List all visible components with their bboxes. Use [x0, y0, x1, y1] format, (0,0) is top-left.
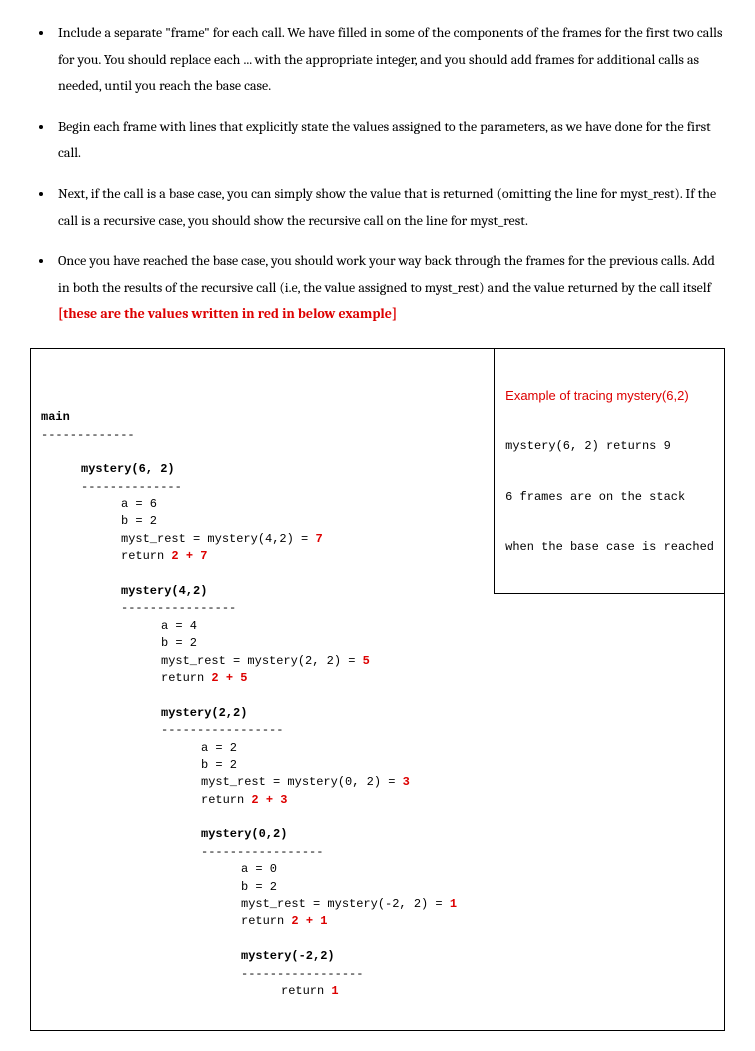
bullet-item: Begin each frame with lines that explici… [54, 114, 725, 167]
param-b: b = 2 [201, 758, 237, 772]
myst-rest-val: 7 [315, 532, 322, 546]
myst-rest-val: 1 [450, 897, 457, 911]
return-pre: return [161, 671, 211, 685]
instruction-list: Include a separate "frame" for each call… [30, 20, 725, 328]
param-a: a = 6 [121, 497, 157, 511]
frame-header: mystery(6, 2) [81, 462, 175, 476]
myst-rest-pre: myst_rest = mystery(-2, 2) = [241, 897, 450, 911]
frame-header: mystery(0,2) [201, 827, 287, 841]
dashes: ---------------- [121, 601, 236, 615]
frame-header: mystery(-2,2) [241, 949, 335, 963]
bullet-text: Begin each frame with lines that explici… [58, 118, 711, 162]
bullet-item: Next, if the call is a base case, you ca… [54, 181, 725, 234]
return-val: 2 + 1 [291, 914, 327, 928]
param-a: a = 0 [241, 862, 277, 876]
trace-code-block: Example of tracing mystery(6,2) mystery(… [30, 348, 725, 1031]
myst-rest-val: 3 [403, 775, 410, 789]
param-a: a = 2 [201, 741, 237, 755]
frame-body: a = 4 b = 2 myst_rest = mystery(2, 2) = … [161, 618, 714, 1001]
frame-header: mystery(2,2) [161, 706, 247, 720]
return-pre: return [201, 793, 251, 807]
bullet-emphasis: [these are the values written in red in … [58, 305, 397, 322]
param-b: b = 2 [121, 514, 157, 528]
myst-rest-pre: myst_rest = mystery(2, 2) = [161, 654, 363, 668]
example-line: when the base case is reached [505, 539, 714, 556]
frame-body: a = 2 b = 2 myst_rest = mystery(0, 2) = … [201, 740, 714, 1001]
return-pre: return [241, 914, 291, 928]
myst-rest-pre: myst_rest = mystery(4,2) = [121, 532, 315, 546]
dashes: ------------- [41, 428, 135, 442]
bullet-item: Include a separate "frame" for each call… [54, 20, 725, 100]
bullet-text: Include a separate "frame" for each call… [58, 24, 722, 94]
return-val: 2 + 7 [171, 549, 207, 563]
bullet-item: Once you have reached the base case, you… [54, 248, 725, 328]
return-val: 2 + 3 [251, 793, 287, 807]
dashes: ----------------- [241, 967, 363, 981]
param-b: b = 2 [241, 880, 277, 894]
bullet-text: Next, if the call is a base case, you ca… [58, 185, 716, 229]
param-a: a = 4 [161, 619, 197, 633]
frame-header: mystery(4,2) [121, 584, 207, 598]
return-pre: return [281, 984, 331, 998]
myst-rest-val: 5 [363, 654, 370, 668]
return-val: 1 [331, 984, 338, 998]
example-title: Example of tracing mystery(6,2) [505, 387, 714, 405]
dashes: -------------- [81, 480, 182, 494]
frame-body: a = 0 b = 2 myst_rest = mystery(-2, 2) =… [241, 861, 714, 1000]
bullet-text: Once you have reached the base case, you… [58, 252, 715, 296]
return-pre: return [121, 549, 171, 563]
example-line: 6 frames are on the stack [505, 489, 714, 506]
main-label: main [41, 410, 70, 424]
param-b: b = 2 [161, 636, 197, 650]
dashes: ----------------- [161, 723, 283, 737]
frame-body: return 1 [281, 983, 714, 1000]
myst-rest-pre: myst_rest = mystery(0, 2) = [201, 775, 403, 789]
dashes: ----------------- [201, 845, 323, 859]
example-line: mystery(6, 2) returns 9 [505, 438, 714, 455]
return-val: 2 + 5 [211, 671, 247, 685]
example-box: Example of tracing mystery(6,2) mystery(… [494, 348, 725, 595]
